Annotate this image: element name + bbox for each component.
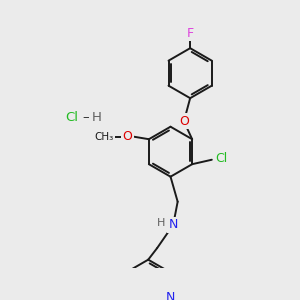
Text: F: F (187, 26, 194, 40)
Text: Cl: Cl (215, 152, 228, 165)
Text: N: N (169, 218, 178, 231)
Text: CH₃: CH₃ (94, 131, 114, 142)
Text: –: – (82, 111, 89, 124)
Text: O: O (179, 115, 189, 128)
Text: N: N (166, 291, 176, 300)
Text: O: O (122, 130, 132, 143)
Text: H: H (157, 218, 165, 228)
Text: Cl: Cl (65, 111, 78, 124)
Text: H: H (92, 111, 101, 124)
